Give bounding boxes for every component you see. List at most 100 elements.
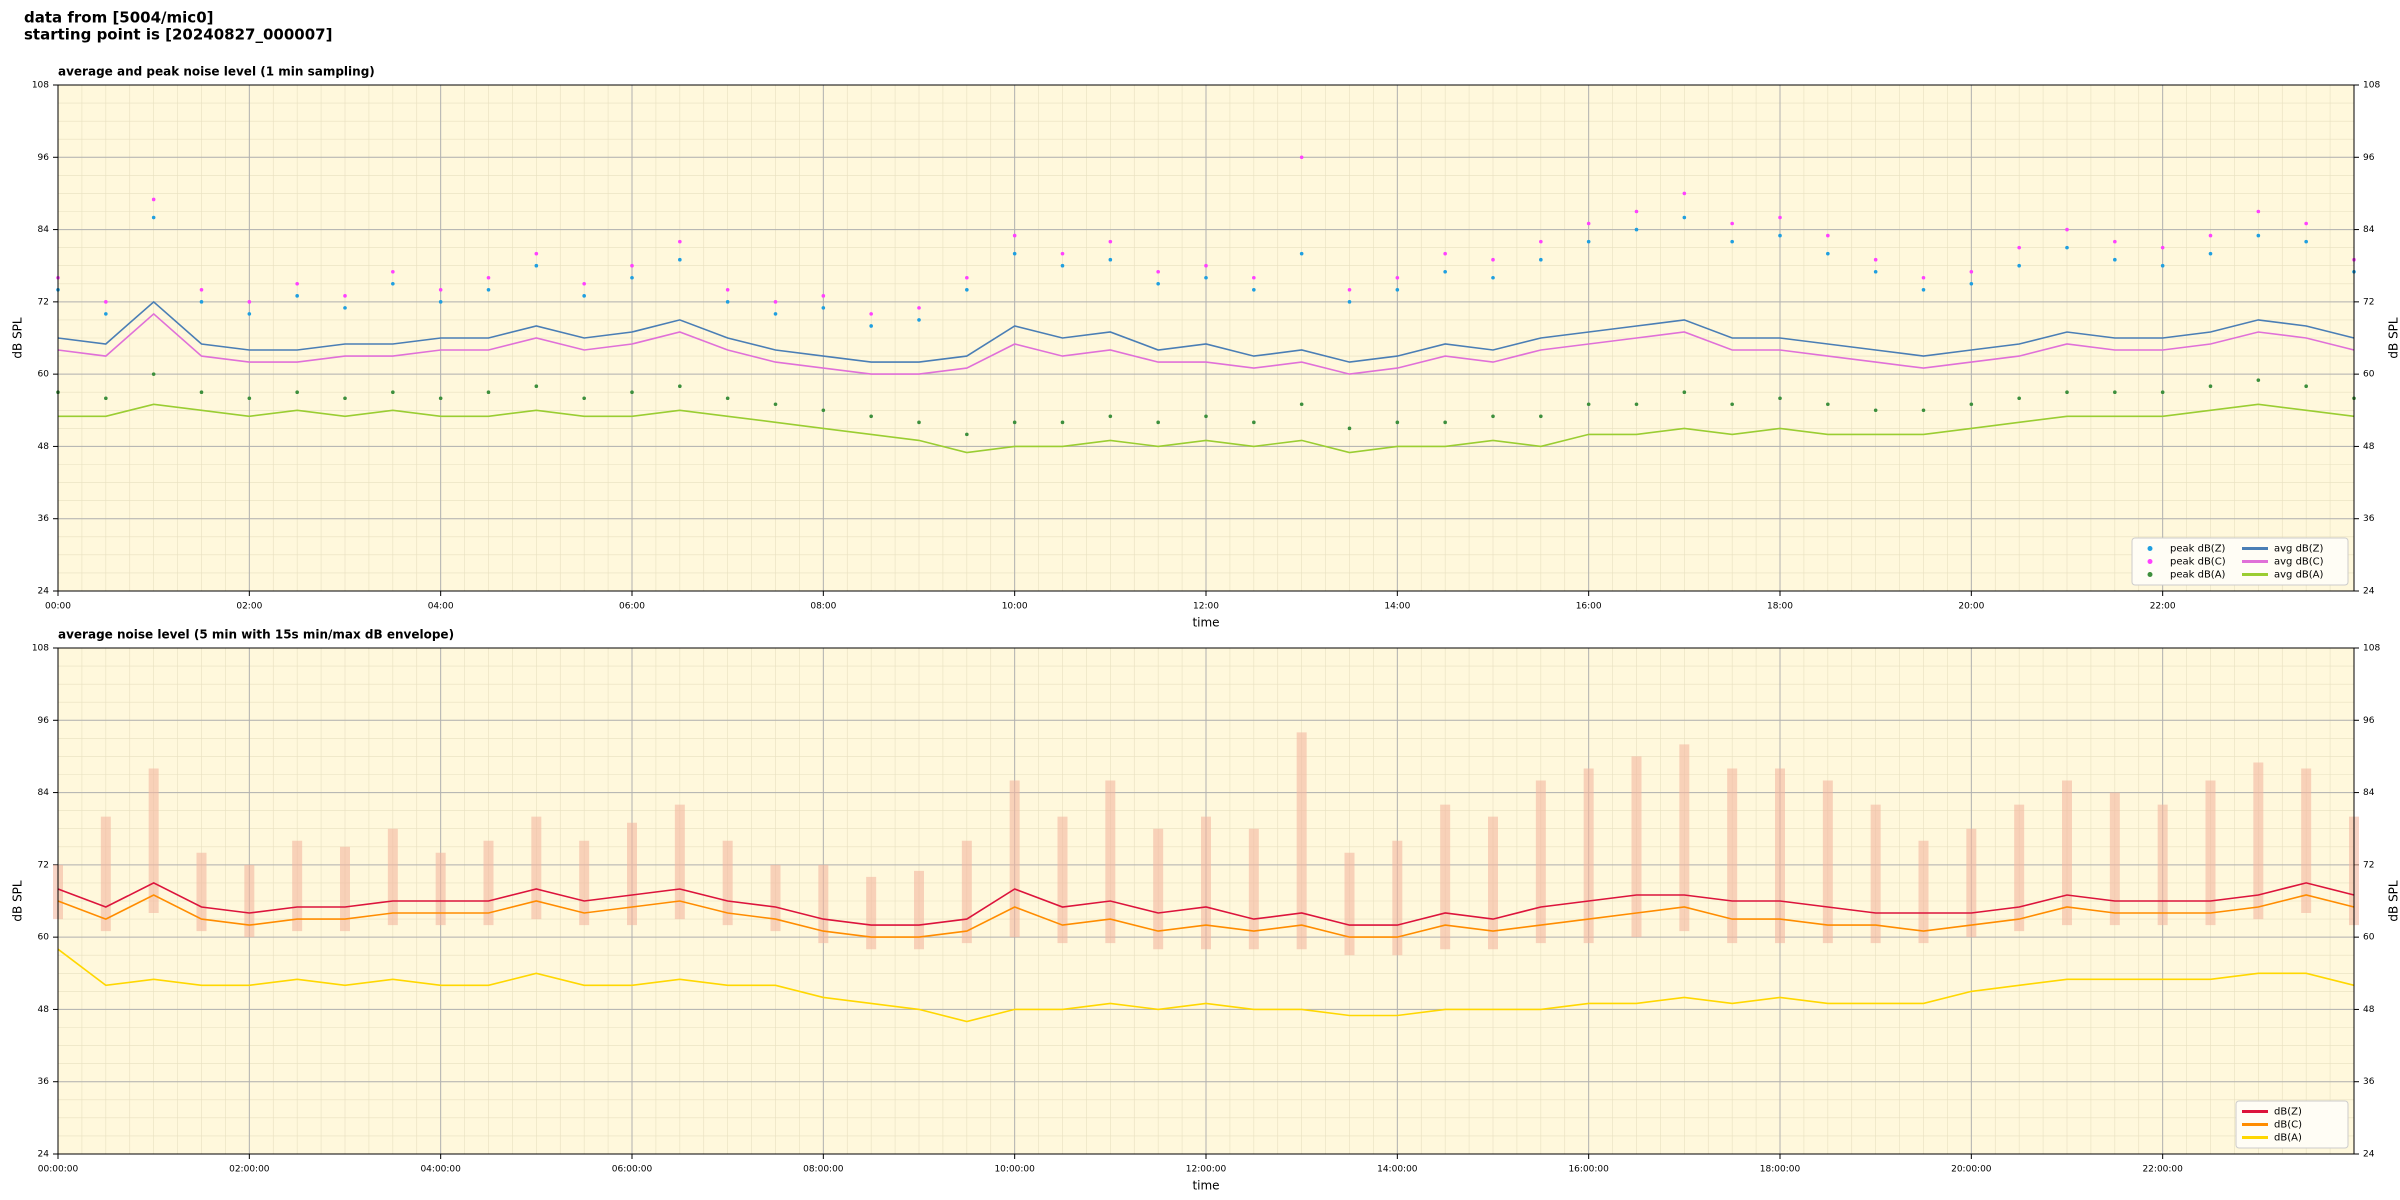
- peak-marker: [678, 239, 682, 244]
- y2-tick-label: 72: [2363, 860, 2374, 870]
- peak-marker: [391, 269, 395, 274]
- peak-marker: [199, 390, 204, 395]
- peak-marker: [1539, 257, 1543, 262]
- peak-marker: [1347, 300, 1352, 304]
- peak-marker: [582, 281, 586, 286]
- y-tick-label: 96: [38, 716, 50, 726]
- peak-marker: [343, 306, 347, 310]
- peak-marker: [1634, 209, 1639, 214]
- y-tick-label: 24: [38, 1150, 50, 1160]
- peak-marker: [1252, 420, 1256, 425]
- peak-marker: [821, 306, 826, 310]
- legend-label: avg dB(Z): [2274, 544, 2324, 555]
- peak-marker: [2017, 263, 2021, 268]
- x-tick-label: 18:00: [1767, 602, 1793, 612]
- peak-marker: [2208, 251, 2213, 256]
- peak-marker: [582, 396, 586, 401]
- header-line: data from [5004/mic0]: [24, 9, 214, 27]
- peak-marker: [1586, 221, 1591, 226]
- peak-marker: [630, 390, 634, 395]
- peak-marker: [869, 414, 873, 419]
- x-tick-label: 00:00:00: [38, 1165, 79, 1175]
- legend-label: avg dB(C): [2274, 557, 2324, 568]
- peak-marker: [2113, 239, 2117, 244]
- chart-title: average and peak noise level (1 min samp…: [58, 65, 375, 79]
- peak-marker: [821, 294, 826, 298]
- peak-marker: [2160, 245, 2165, 250]
- legend-label: peak dB(A): [2170, 570, 2226, 581]
- peak-marker: [2304, 384, 2308, 388]
- data-line: [57, 948, 2355, 1023]
- peak-marker: [917, 318, 921, 322]
- peak-marker: [534, 251, 539, 256]
- peak-marker: [1060, 251, 1065, 256]
- x-tick-label: 08:00: [810, 602, 836, 612]
- peak-marker: [1252, 275, 1256, 280]
- peak-marker: [1395, 420, 1400, 425]
- peak-marker: [725, 396, 730, 401]
- legend-label: dB(A): [2274, 1133, 2302, 1144]
- peak-marker: [1204, 263, 1208, 268]
- peak-marker: [1491, 257, 1495, 262]
- peak-marker: [1921, 288, 1926, 292]
- y-axis-label: dB SPL: [11, 880, 25, 922]
- peak-marker: [917, 306, 921, 310]
- peak-marker: [104, 300, 108, 304]
- peak-marker: [917, 420, 921, 425]
- peak-marker: [2017, 245, 2021, 250]
- y2-tick-label: 24: [2363, 587, 2375, 597]
- peak-marker: [343, 294, 347, 298]
- peak-marker: [104, 396, 108, 401]
- x-tick-label: 02:00:00: [229, 1165, 270, 1175]
- peak-marker: [2208, 384, 2213, 388]
- peak-marker: [965, 288, 969, 292]
- peak-marker: [1682, 390, 1687, 395]
- y-tick-label: 84: [38, 225, 50, 235]
- peak-marker: [1921, 275, 1926, 280]
- peak-marker: [1778, 233, 1782, 238]
- peak-marker: [2256, 209, 2261, 214]
- y-tick-label: 36: [38, 1077, 50, 1087]
- peak-marker: [1108, 239, 1113, 244]
- peak-marker: [1539, 414, 1543, 419]
- peak-marker: [678, 257, 682, 262]
- peak-marker: [1682, 215, 1687, 220]
- peak-marker: [151, 372, 156, 376]
- peak-marker: [2065, 227, 2069, 232]
- peak-marker: [2208, 233, 2213, 238]
- peak-marker: [1108, 414, 1113, 419]
- peak-marker: [1012, 420, 1017, 425]
- y-tick-label: 72: [38, 860, 49, 870]
- peak-marker: [391, 281, 395, 286]
- peak-marker: [2160, 263, 2165, 268]
- x-tick-label: 04:00: [428, 602, 454, 612]
- peak-marker: [821, 408, 826, 413]
- peak-marker: [1969, 269, 1974, 274]
- y-tick-label: 96: [38, 153, 50, 163]
- peak-marker: [1491, 414, 1495, 419]
- peak-marker: [869, 312, 873, 316]
- peak-marker: [1873, 408, 1878, 413]
- legend-swatch: [2147, 572, 2153, 577]
- peak-marker: [104, 312, 108, 316]
- legend-label: peak dB(C): [2170, 557, 2226, 568]
- y2-tick-label: 60: [2363, 370, 2375, 380]
- data-line: [57, 300, 2355, 363]
- peak-marker: [869, 324, 873, 328]
- y2-tick-label: 48: [2363, 1005, 2375, 1015]
- x-tick-label: 22:00:00: [2142, 1165, 2183, 1175]
- peak-marker: [630, 275, 634, 280]
- legend-label: avg dB(A): [2274, 570, 2324, 581]
- data-line: [57, 882, 2355, 926]
- x-tick-label: 06:00:00: [612, 1165, 653, 1175]
- y2-tick-label: 108: [2363, 81, 2380, 91]
- x-tick-label: 16:00:00: [1568, 1165, 1609, 1175]
- y-tick-label: 60: [38, 370, 50, 380]
- x-tick-label: 18:00:00: [1760, 1165, 1801, 1175]
- y-tick-label: 24: [38, 587, 50, 597]
- legend-label: peak dB(Z): [2170, 544, 2226, 555]
- y2-axis-label: dB SPL: [2387, 880, 2400, 922]
- peak-marker: [2017, 396, 2021, 401]
- peak-marker: [534, 384, 539, 388]
- y2-tick-label: 96: [2363, 716, 2375, 726]
